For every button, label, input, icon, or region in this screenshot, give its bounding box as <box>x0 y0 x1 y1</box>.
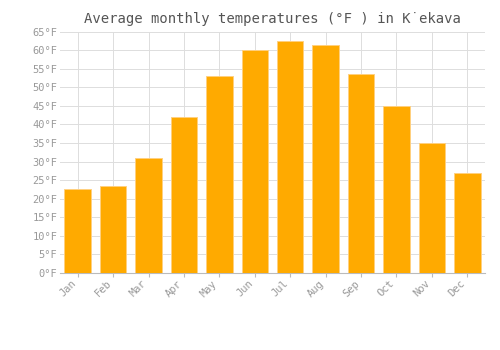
Bar <box>136 158 162 273</box>
Title: Average monthly temperatures (°F ) in K̇ekava: Average monthly temperatures (°F ) in K̇… <box>84 12 461 26</box>
Bar <box>418 143 445 273</box>
Bar <box>64 189 91 273</box>
Bar <box>454 173 480 273</box>
Bar <box>277 41 303 273</box>
Bar <box>383 106 409 273</box>
Bar <box>348 74 374 273</box>
Bar <box>312 44 339 273</box>
Bar <box>170 117 197 273</box>
Bar <box>206 76 233 273</box>
Bar <box>100 186 126 273</box>
Bar <box>242 50 268 273</box>
